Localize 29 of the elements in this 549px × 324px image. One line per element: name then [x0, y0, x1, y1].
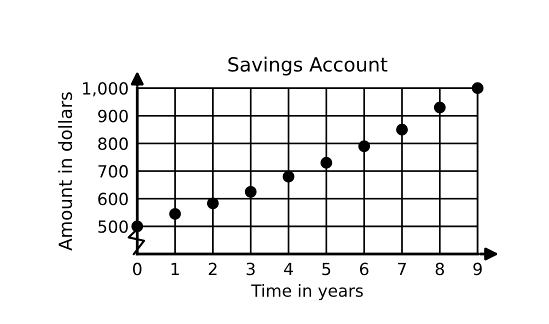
x-tick-label: 3	[246, 262, 255, 276]
y-tick-label: 600	[98, 192, 128, 206]
point	[169, 208, 181, 220]
y-tick-label: 900	[98, 110, 128, 122]
x-tick-label: 7	[398, 262, 406, 276]
point	[131, 220, 144, 232]
point	[472, 82, 484, 94]
point	[320, 156, 332, 169]
y-tick-label: 700	[98, 165, 128, 178]
x-tick-label: 4	[284, 262, 293, 276]
x-tick-label: 9	[473, 262, 482, 276]
point	[207, 198, 219, 210]
y-tick-label: 500	[98, 220, 128, 233]
x-tick-label: 5	[322, 262, 330, 276]
x-tick-label: 1	[172, 262, 179, 276]
x-tick-label: 0	[133, 262, 142, 276]
chart-title: Savings Account	[228, 56, 388, 76]
point	[244, 186, 257, 198]
y-tick-label: 1,000	[83, 82, 128, 96]
x-tick-label: 8	[436, 262, 444, 276]
point	[396, 124, 408, 136]
point	[282, 170, 294, 182]
point	[358, 140, 370, 152]
point	[434, 102, 446, 114]
x-axis-title: Time in years	[251, 284, 363, 300]
y-tick-label: 800	[98, 137, 128, 150]
x-tick-label: 2	[208, 262, 217, 276]
y-axis-title: Amount in dollars	[58, 92, 72, 251]
x-tick-label: 6	[360, 262, 368, 276]
